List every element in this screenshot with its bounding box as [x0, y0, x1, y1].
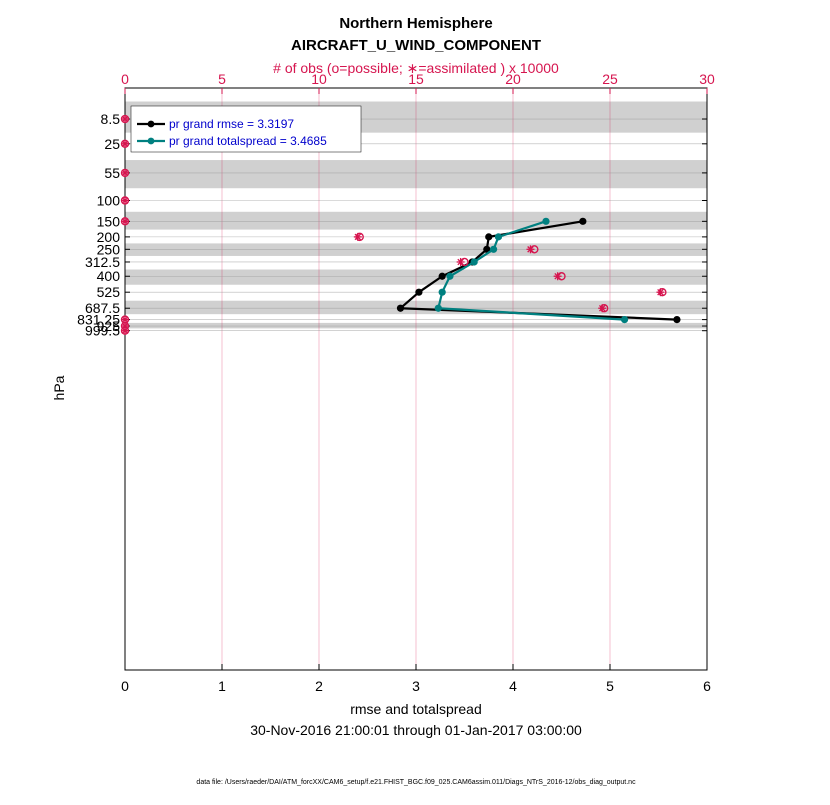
obs-assimilated-marker: [121, 139, 129, 148]
level-band: [125, 243, 707, 256]
top-axis-label: # of obs (o=possible; ∗=assimilated ) x …: [273, 60, 559, 76]
top-x-tick-label: 5: [218, 71, 226, 87]
y-tick-label: 687.5: [85, 300, 120, 316]
obs-assimilated-marker: [456, 257, 465, 266]
totalspread-point: [490, 245, 498, 253]
totalspread-point: [494, 233, 503, 241]
obs-assimilated-stroke: [598, 304, 606, 312]
rmse-point: [579, 217, 587, 225]
rmse-point: [485, 233, 493, 241]
legend-box: [130, 105, 362, 153]
x-tick-label: 1: [218, 678, 226, 694]
level-band: [125, 300, 707, 315]
x-tick-label: 3: [412, 678, 420, 694]
legend-label-spread: pr grand totalspread = 3.4685: [169, 134, 327, 148]
level-band: [125, 160, 707, 189]
grid-lines: [125, 88, 707, 670]
series-layer: [396, 217, 681, 324]
data-file-footnote: data file: /Users/raeder/DAI/ATM_forcXX/…: [196, 779, 636, 786]
x-tick-label: 5: [606, 678, 614, 694]
rmse-point: [415, 288, 423, 296]
top-x-tick-label: 20: [505, 71, 521, 87]
legend-marker-rmse: [147, 120, 155, 128]
obs-assimilated-stroke: [121, 327, 129, 334]
y-tick-label: 100: [97, 193, 121, 209]
y-tick-label: 200: [97, 229, 121, 245]
obs-assimilated-stroke: [657, 288, 664, 296]
chart-title: Northern Hemisphere: [339, 15, 492, 32]
obs-assimilated-stroke: [554, 272, 561, 280]
obs-assimilated-marker: [526, 245, 535, 254]
legend: pr grand rmse = 3.3197 pr grand totalspr…: [130, 105, 362, 153]
obs-assimilated-marker: [121, 326, 129, 335]
obs-assimilated-marker: [121, 196, 129, 205]
obs-markers: [120, 114, 667, 335]
totalspread-point: [542, 217, 550, 225]
x-tick-label: 6: [703, 678, 711, 694]
y-tick-label: 831.25: [77, 312, 120, 328]
obs-assimilated-stroke: [527, 246, 534, 253]
y-tick-label: 25: [104, 136, 120, 152]
rmse-point: [483, 245, 491, 253]
obs-assimilated-stroke: [121, 115, 129, 123]
top-x-tick-label: 15: [408, 71, 424, 87]
y-axis-label: hPa: [51, 375, 67, 400]
legend-label-rmse: pr grand rmse = 3.3197: [169, 117, 294, 131]
top-x-tick-label: 0: [121, 71, 129, 87]
y-tick-label: 312.5: [85, 254, 120, 270]
rmse-point: [673, 315, 681, 324]
obs-assimilated-stroke: [354, 233, 362, 241]
totalspread-point: [620, 315, 629, 324]
y-tick-label: 925: [97, 318, 121, 334]
y-tick-label: 400: [97, 268, 121, 284]
rmse-point: [438, 272, 446, 280]
legend-marker-spread: [147, 137, 155, 145]
totalspread-point: [438, 288, 446, 296]
x-tick-label: 4: [509, 678, 517, 694]
obs-assimilated-stroke: [457, 258, 464, 266]
obs-assimilated-marker: [121, 168, 129, 177]
date-range-label: 30-Nov-2016 21:00:01 through 01-Jan-2017…: [250, 722, 582, 738]
obs-assimilated-stroke: [121, 218, 129, 225]
obs-assimilated-marker: [121, 217, 129, 226]
top-x-tick-label: 25: [602, 71, 618, 87]
obs-assimilated-stroke: [121, 316, 129, 323]
totalspread-point: [446, 272, 454, 280]
obs-assimilated-marker: [656, 288, 665, 297]
y-tick-label: 999.5: [85, 323, 120, 339]
y-tick-label: 150: [97, 213, 121, 229]
tick-marks: 0 1 2 3 4 5 6 0 5 10 15 20 25 30 8.5 25 55 100 15020025031…: [77, 71, 715, 694]
rmse-point: [396, 304, 405, 312]
obs-assimilated-marker: [121, 115, 129, 124]
chart-subtitle: AIRCRAFT_U_WIND_COMPONENT: [291, 37, 541, 54]
totalspread-point: [434, 304, 442, 312]
obs-assimilated-marker: [121, 315, 129, 324]
top-x-tick-label: 10: [311, 71, 327, 87]
obs-assimilated-marker: [553, 272, 562, 281]
y-tick-label: 8.5: [101, 111, 121, 127]
obs-assimilated-marker: [598, 304, 607, 313]
y-tick-label: 525: [97, 284, 121, 300]
x-axis-label: rmse and totalspread: [350, 701, 482, 717]
y-tick-label: 55: [104, 165, 120, 181]
level-band: [125, 322, 707, 329]
obs-assimilated-stroke: [121, 140, 129, 148]
x-tick-label: 2: [315, 678, 323, 694]
x-tick-label: 0: [121, 678, 129, 694]
totalspread-point: [470, 258, 478, 266]
top-x-tick-label: 30: [699, 71, 715, 87]
obs-assimilated-stroke: [121, 169, 129, 177]
obs-assimilated-stroke: [121, 197, 129, 204]
obs-assimilated-marker: [353, 232, 362, 241]
y-tick-label: 250: [97, 241, 121, 257]
